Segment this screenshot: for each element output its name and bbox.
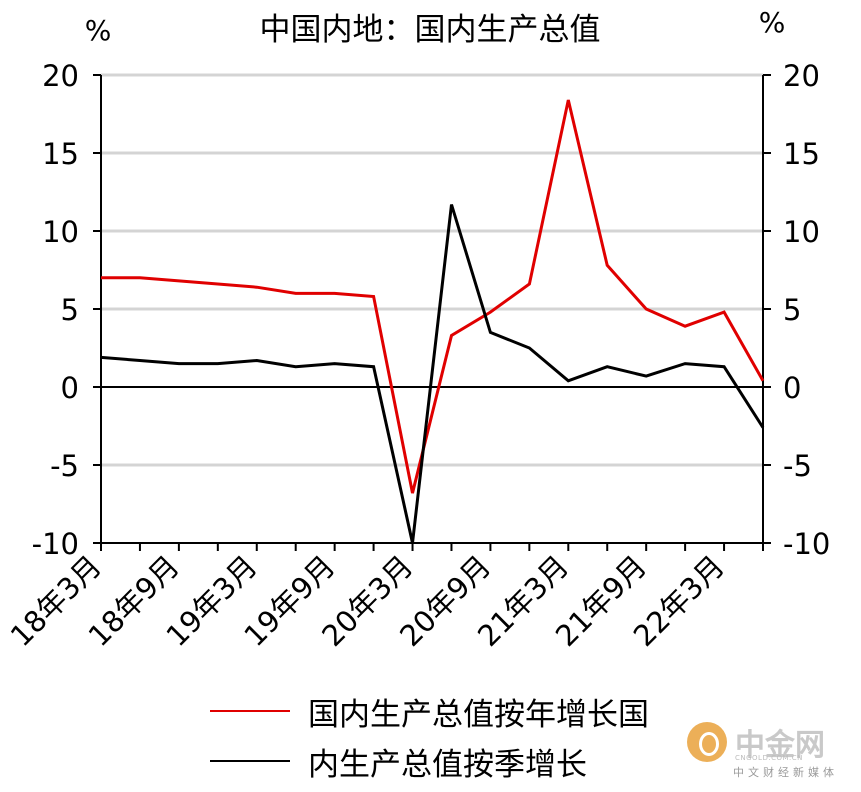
legend-item-qoq: 内生产总值按季增长 [210,736,730,786]
y-tick-label-right: 5 [783,293,801,327]
y-tick-label-left: 10 [42,215,79,249]
y-tick-label-left: 20 [42,59,79,93]
watermark: 中金网 CNGOLD.COM.CN 中文财经新媒体 [687,710,847,780]
series-lines [100,99,765,544]
left-axis-unit: % [85,14,112,47]
y-tick-label-right: 15 [783,137,820,171]
watermark-sub: CNGOLD.COM.CN [735,754,803,762]
y-tick-labels: 20 20 15 15 10 10 5 5 0 0 -5 -5 -10 -10 [32,59,831,561]
x-tick-labels: 18年3月18年9月19年3月19年9月20年3月20年9月21年3月21年9月… [4,549,731,653]
watermark-text: 中金网 [735,728,825,763]
series-line-yoy [101,99,765,494]
legend: 国内生产总值按年增长国 内生产总值按季增长 [210,686,730,786]
y-tick-label-left: 15 [42,137,79,171]
legend-swatch-qoq [210,760,290,762]
y-tick-label-left: -10 [32,527,79,561]
chart: 中国内地：国内生产总值 % % 20 20 15 15 10 10 5 5 0 0 -5 -5 -10 -… [4,6,831,653]
chart-title: 中国内地：国内生产总值 [260,12,601,48]
legend-item-yoy: 国内生产总值按年增长国 [210,686,730,736]
axes [93,74,771,551]
series-line-qoq [100,204,765,544]
y-tick-label-right: -10 [783,527,830,561]
legend-label-yoy: 国内生产总值按年增长国 [308,696,649,733]
y-tick-label-left: -5 [50,449,79,483]
y-tick-label-left: 0 [61,371,79,405]
y-tick-label-right: 10 [783,215,820,249]
y-tick-label-right: 0 [783,371,801,405]
watermark-caption: 中文财经新媒体 [733,766,838,779]
y-tick-label-right: 20 [783,59,820,93]
right-axis-unit: % [759,6,786,39]
legend-swatch-yoy [210,710,290,712]
y-tick-label-right: -5 [783,449,812,483]
gridlines [101,73,763,467]
watermark-logo-icon [687,722,727,762]
legend-label-qoq: 内生产总值按季增长 [308,746,587,783]
y-tick-label-left: 5 [61,293,79,327]
